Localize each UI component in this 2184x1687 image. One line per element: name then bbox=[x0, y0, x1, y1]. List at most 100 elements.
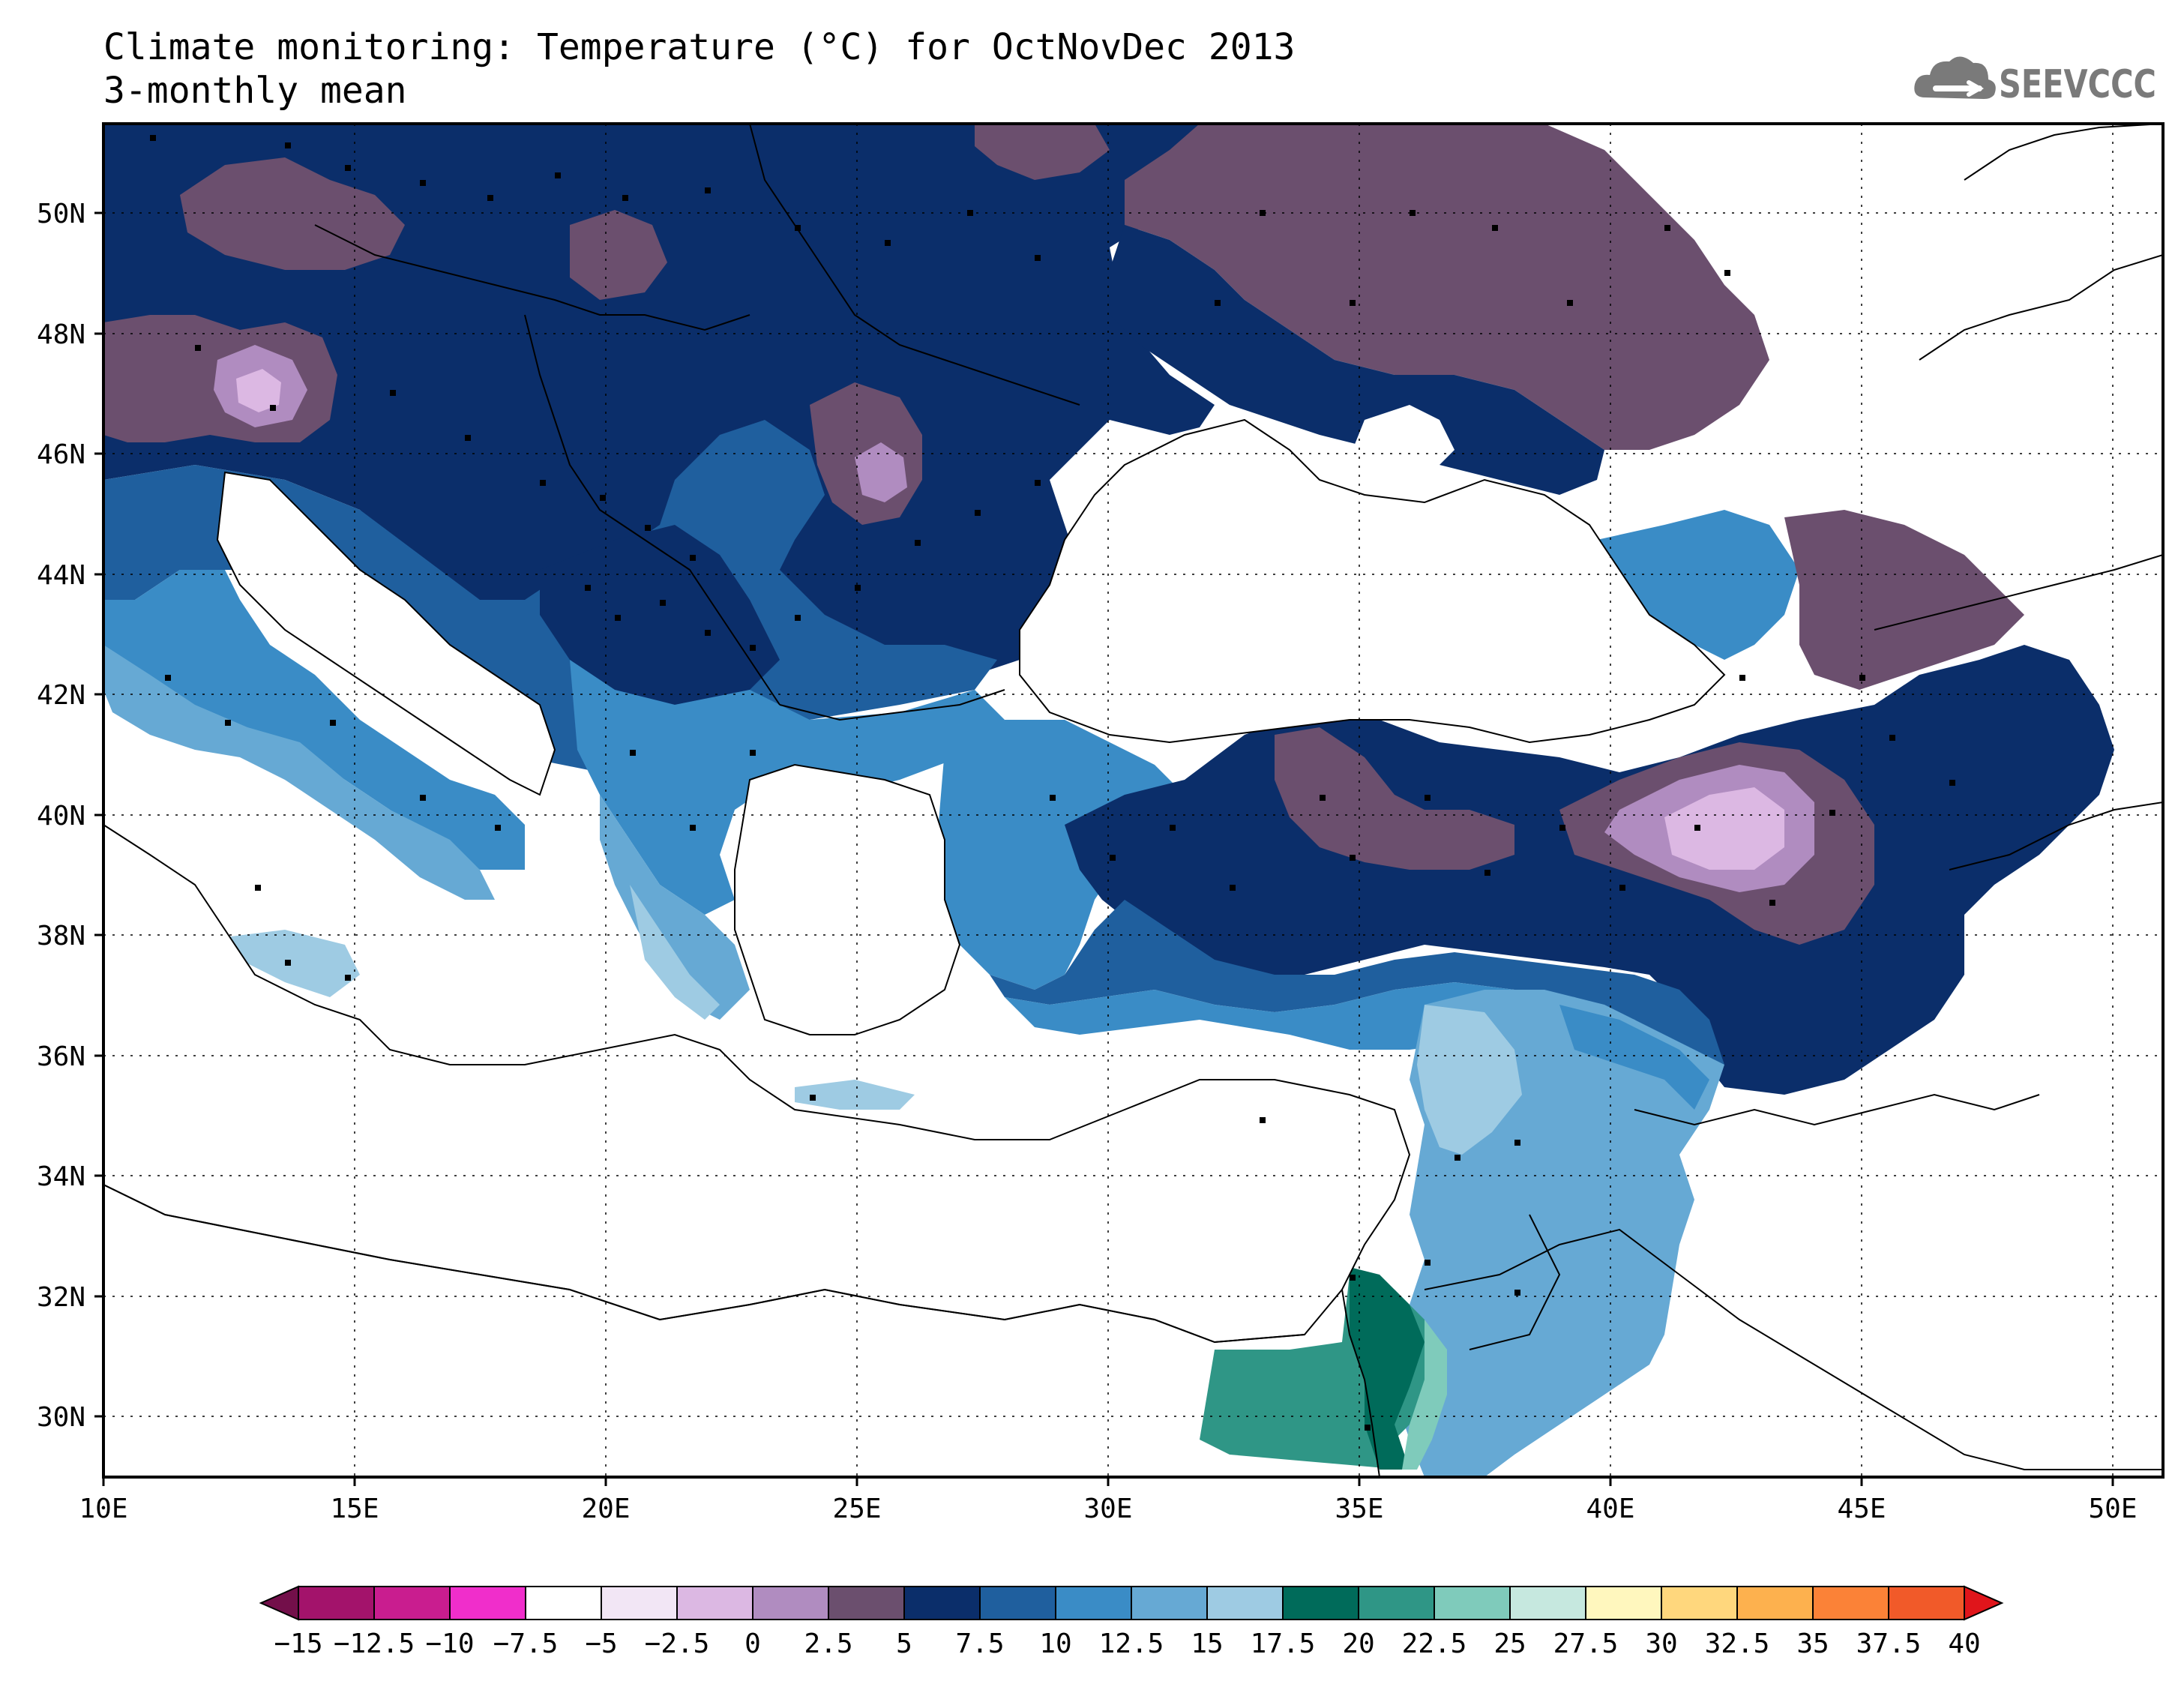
black-sea bbox=[1019, 418, 1726, 744]
region-ukraine-purple bbox=[1125, 124, 1769, 450]
lat-label: 38N bbox=[37, 921, 85, 951]
lon-label: 45E bbox=[1837, 1494, 1886, 1524]
colorbar-label: 40 bbox=[1948, 1629, 1980, 1659]
coastlines bbox=[103, 124, 2163, 1477]
chart-title: Climate monitoring: Temperature (°C) for… bbox=[103, 25, 1295, 112]
region-italy-blue15 bbox=[103, 645, 495, 900]
region-serbia-navy bbox=[540, 525, 780, 705]
colorbar-swatch bbox=[1434, 1586, 1511, 1620]
colorbar-label: −5 bbox=[585, 1629, 617, 1659]
colorbar-label: 22.5 bbox=[1402, 1629, 1467, 1659]
colorbar-label: 20 bbox=[1342, 1629, 1374, 1659]
region-romania-midpurple bbox=[855, 442, 907, 502]
colorbar-swatch bbox=[1358, 1586, 1435, 1620]
region-israel-teal20 bbox=[1350, 1267, 1425, 1470]
title-line-2: 3-monthly mean bbox=[103, 70, 407, 112]
region-anatolia-blue10 bbox=[990, 900, 1724, 1065]
colorbar: −15 −12.5 −10 −7.5 −5 −2.5 0 2.5 5 7.5 10 12.5 15 17.… bbox=[259, 1585, 2004, 1659]
island-crete bbox=[795, 1080, 915, 1110]
longitude-labels: 10E 15E 20E 25E 30E 35E 40E 45E 50E bbox=[79, 1494, 2137, 1524]
map-frame bbox=[102, 122, 2165, 1479]
colorbar-label: −10 bbox=[425, 1629, 474, 1659]
aegean-sea bbox=[734, 763, 961, 1035]
region-levant-blue12 bbox=[1559, 1005, 1709, 1110]
axis-ticks bbox=[94, 211, 2114, 1486]
colorbar-label: 15 bbox=[1191, 1629, 1223, 1659]
colorbar-label: −15 bbox=[274, 1629, 322, 1659]
colorbar-swatch bbox=[676, 1586, 753, 1620]
region-eastanatolia-lightpurple bbox=[1664, 787, 1784, 870]
colorbar-swatch bbox=[1131, 1586, 1208, 1620]
lon-label: 20E bbox=[581, 1494, 630, 1524]
station-markers bbox=[150, 135, 1955, 1431]
colorbar-label: 5 bbox=[896, 1629, 912, 1659]
colorbar-swatch bbox=[828, 1586, 905, 1620]
colorbar-swatch bbox=[1055, 1586, 1132, 1620]
region-westturkey-blue12 bbox=[937, 720, 1185, 990]
colorbar-swatch bbox=[298, 1586, 375, 1620]
colorbar-swatch bbox=[903, 1586, 981, 1620]
lon-label: 35E bbox=[1335, 1494, 1383, 1524]
region-centralanatolia-purple bbox=[1275, 727, 1514, 870]
region-europe-navy bbox=[103, 124, 1215, 720]
colorbar-label: 25 bbox=[1493, 1629, 1526, 1659]
region-caucasus-blue12 bbox=[1597, 510, 1799, 660]
latitude-labels: 50N 48N 46N 44N 42N 40N 38N 36N 34N 32N … bbox=[37, 199, 85, 1433]
colorbar-label: 17.5 bbox=[1251, 1629, 1316, 1659]
region-caucasus-purple bbox=[1784, 510, 2024, 690]
colorbar-label: 32.5 bbox=[1705, 1629, 1770, 1659]
colorbar-swatch bbox=[752, 1586, 829, 1620]
colorbar-swatch bbox=[1509, 1586, 1586, 1620]
colorbar-swatch bbox=[979, 1586, 1056, 1620]
lat-label: 30N bbox=[37, 1402, 85, 1433]
colorbar-label: 2.5 bbox=[804, 1629, 852, 1659]
colorbar-label: 30 bbox=[1645, 1629, 1677, 1659]
map-plot-area bbox=[103, 124, 2163, 1477]
colorbar-label: 10 bbox=[1039, 1629, 1071, 1659]
colorbar-label: 37.5 bbox=[1856, 1629, 1922, 1659]
colorbar-swatch bbox=[1282, 1586, 1359, 1620]
colorbar-swatch bbox=[1206, 1586, 1284, 1620]
graticule bbox=[103, 124, 2163, 1477]
colorbar-swatch bbox=[1661, 1586, 1738, 1620]
title-line-1: Climate monitoring: Temperature (°C) for… bbox=[103, 26, 1296, 68]
lat-label: 36N bbox=[37, 1041, 85, 1072]
colorbar-label: −7.5 bbox=[493, 1629, 559, 1659]
lat-label: 40N bbox=[37, 801, 85, 832]
lat-label: 32N bbox=[37, 1282, 85, 1313]
lat-label: 34N bbox=[37, 1161, 85, 1192]
colorbar-arrow-high bbox=[1964, 1585, 2004, 1621]
lon-label: 25E bbox=[832, 1494, 881, 1524]
lon-label: 15E bbox=[330, 1494, 379, 1524]
region-israel-teal25 bbox=[1402, 1320, 1447, 1470]
lon-label: 50E bbox=[2088, 1494, 2137, 1524]
colorbar-label: 27.5 bbox=[1553, 1629, 1619, 1659]
island-crimea bbox=[1350, 405, 1455, 480]
colorbar-swatch bbox=[601, 1586, 678, 1620]
colorbar-swatch bbox=[373, 1586, 451, 1620]
colorbar-label: 12.5 bbox=[1099, 1629, 1164, 1659]
logo-text: SEEVCCC bbox=[1999, 62, 2156, 107]
colorbar-swatch bbox=[449, 1586, 526, 1620]
colorbar-label: 35 bbox=[1796, 1629, 1829, 1659]
colorbar-swatch bbox=[1736, 1586, 1814, 1620]
lat-label: 42N bbox=[37, 680, 85, 711]
adriatic-sea bbox=[216, 471, 556, 796]
lon-label: 40E bbox=[1586, 1494, 1634, 1524]
region-austria-lightpurple bbox=[236, 369, 281, 412]
colorbar-swatch bbox=[525, 1586, 602, 1620]
island-sicily bbox=[225, 930, 360, 997]
lat-label: 50N bbox=[37, 199, 85, 229]
colorbar-label: −12.5 bbox=[334, 1629, 415, 1659]
region-ukraine-navy bbox=[1110, 225, 1604, 495]
cloud-icon bbox=[1914, 56, 1996, 99]
region-greece-blue17 bbox=[630, 885, 720, 1020]
lat-label: 48N bbox=[37, 319, 85, 350]
colorbar-swatch bbox=[1585, 1586, 1662, 1620]
colorbar-label: −2.5 bbox=[645, 1629, 710, 1659]
colorbar-swatch bbox=[1888, 1586, 1965, 1620]
lon-label: 30E bbox=[1083, 1494, 1132, 1524]
region-greece-blue12 bbox=[570, 660, 1005, 915]
colorbar-label: 0 bbox=[744, 1629, 761, 1659]
